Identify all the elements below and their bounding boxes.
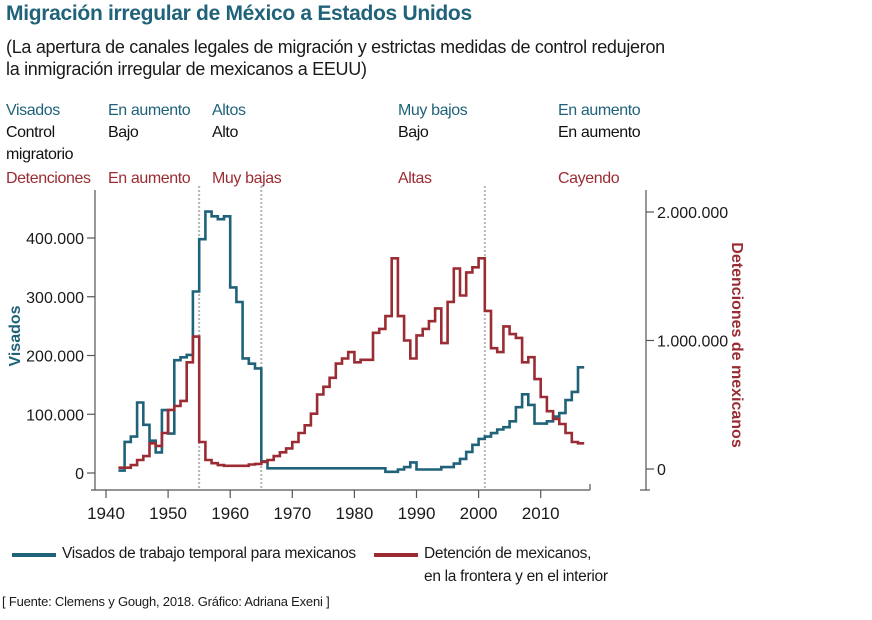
period-4-detentions: Cayendo — [558, 170, 620, 187]
legend-label-visas: Visados de trabajo temporal para mexican… — [62, 545, 356, 562]
chart-subtitle: (La apertura de canales legales de migra… — [6, 37, 665, 79]
period-3-control: Bajo — [398, 124, 429, 141]
left-tick-label: 0 — [75, 466, 84, 483]
line-detentions — [118, 257, 585, 469]
legend-swatch-visas — [12, 553, 56, 557]
axes: 1940 1950 1960 1970 1980 1990 2000 2010 0 100.000… — [26, 190, 728, 523]
period-3-detentions: Altas — [398, 170, 432, 187]
row-label-visas: Visados — [6, 102, 60, 119]
left-axis-title: Visados — [7, 305, 24, 366]
x-tick-label: 2000 — [460, 504, 498, 523]
line-visas — [118, 210, 585, 474]
period-4-control: En aumento — [558, 124, 641, 141]
right-tick-label: 0 — [657, 462, 666, 479]
x-tick-label: 1970 — [273, 504, 311, 523]
row-label-control: Control migratorio — [6, 124, 74, 163]
period-1-visas: En aumento — [108, 102, 191, 119]
legend-label-detentions-1: Detención de mexicanos, — [424, 545, 592, 562]
legend-swatch-detentions — [374, 553, 418, 557]
period-1-control: Bajo — [108, 124, 139, 141]
series-detentions — [118, 257, 585, 469]
left-tick-label: 400.000 — [26, 231, 84, 248]
period-2-control: Alto — [212, 124, 238, 141]
legend-label-detentions-2: en la frontera y en el interior — [424, 568, 608, 585]
right-axis-title: Detenciones de mexicanos — [728, 242, 745, 448]
row-label-detentions: Detenciones — [6, 170, 91, 187]
period-2-visas: Altos — [212, 102, 246, 119]
source-credit: [ Fuente: Clemens y Gough, 2018. Gráfico… — [2, 594, 330, 609]
left-tick-label: 100.000 — [26, 407, 84, 424]
period-4-visas: En aumento — [558, 102, 641, 119]
series-lines — [118, 210, 585, 474]
right-tick-label: 1.000.000 — [657, 334, 728, 351]
x-tick-label: 1950 — [149, 504, 187, 523]
right-tick-label: 2.000.000 — [657, 205, 728, 222]
x-tick-label: 1980 — [335, 504, 373, 523]
series-visas — [118, 210, 585, 474]
period-3-visas: Muy bajos — [398, 102, 468, 119]
period-2-detentions: Muy bajas — [212, 170, 282, 187]
left-tick-label: 300.000 — [26, 290, 84, 307]
x-tick-label: 1940 — [87, 504, 125, 523]
left-tick-label: 200.000 — [26, 349, 84, 366]
x-tick-label: 1990 — [398, 504, 436, 523]
x-tick-label: 2010 — [522, 504, 560, 523]
x-tick-label: 1960 — [211, 504, 249, 523]
chart-title: Migración irregular de México a Estados … — [6, 2, 472, 25]
period-1-detentions: En aumento — [108, 170, 191, 187]
